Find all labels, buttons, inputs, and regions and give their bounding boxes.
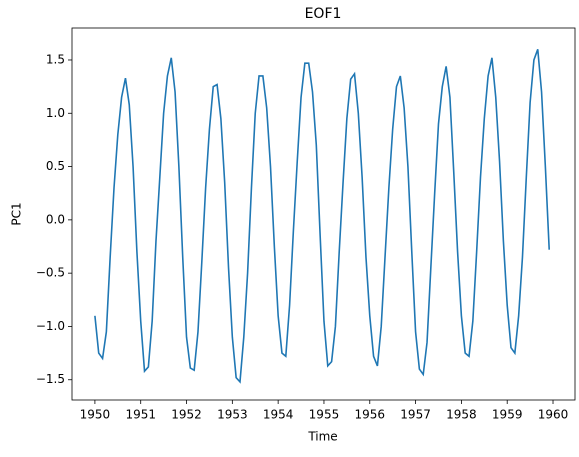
x-tick-label: 1952 [171, 408, 202, 422]
x-tick-label: 1958 [446, 408, 477, 422]
plot-frame [71, 27, 576, 401]
x-tick-label: 1951 [125, 408, 156, 422]
x-tick-label: 1954 [263, 408, 294, 422]
y-axis-label: PC1 [10, 202, 24, 225]
y-tick-label: −1.0 [36, 319, 65, 333]
y-tick-label: −1.5 [36, 372, 65, 386]
y-tick-label: 1.0 [46, 106, 65, 120]
x-tick-label: 1960 [538, 408, 569, 422]
x-axis-label: Time [307, 430, 337, 444]
x-tick-label: 1959 [492, 408, 523, 422]
x-tick-label: 1955 [309, 408, 340, 422]
x-tick-label: 1957 [400, 408, 431, 422]
x-tick-label: 1956 [354, 408, 385, 422]
data-line [94, 49, 551, 384]
y-tick-label: 0.5 [46, 159, 65, 173]
y-tick-label: 0.0 [46, 212, 65, 226]
y-tick-label: 1.5 [46, 52, 65, 66]
y-tick-label: −0.5 [36, 266, 65, 280]
chart-title: EOF1 [305, 6, 342, 22]
x-tick-label: 1953 [217, 408, 248, 422]
x-tick-label: 1950 [80, 408, 111, 422]
